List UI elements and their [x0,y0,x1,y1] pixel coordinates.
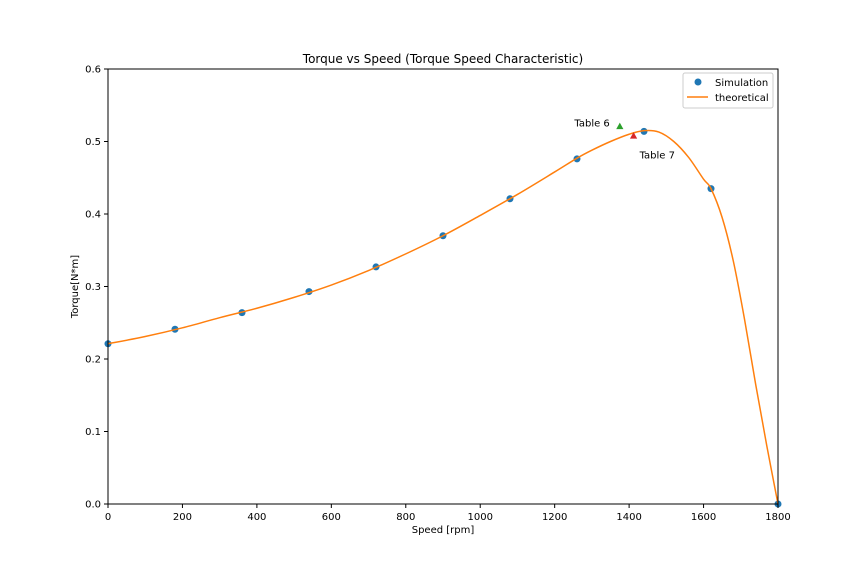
plot-series: Table 6 Table 7 [104,118,782,508]
table-marker-label: Table 7 [639,151,675,162]
x-tick-label: 0 [105,512,111,523]
chart-title: Torque vs Speed (Torque Speed Characteri… [302,52,583,66]
y-tick-label: 0.4 [85,210,101,221]
y-tick-label: 0.1 [85,427,101,438]
y-axis-label: Torque[N*m] [70,255,81,319]
y-tick-label: 0.6 [85,65,101,76]
table-marker [629,132,638,139]
x-tick-label: 600 [322,512,341,523]
x-tick-label: 1600 [691,512,716,523]
table-marker [616,122,624,130]
legend-simulation-label: Simulation [715,78,768,89]
x-tick-label: 800 [396,512,415,523]
x-axis-label: Speed [rpm] [412,525,475,536]
x-tick-label: 1400 [616,512,641,523]
y-tick-label: 0.0 [85,500,101,511]
x-tick-label: 1200 [542,512,567,523]
x-tick-label: 400 [247,512,266,523]
y-tick-label: 0.3 [85,282,101,293]
x-tick-label: 200 [173,512,192,523]
x-axis-ticks: 0 200 400 600 800 1000 1200 1400 1600 1800 [105,504,791,523]
legend-box [682,72,774,109]
legend-simulation-marker [694,78,702,86]
y-tick-label: 0.2 [85,355,101,366]
y-axis-ticks: 0.0 0.1 0.2 0.3 0.4 0.5 0.6 [85,65,108,511]
theoretical-line [107,129,779,505]
x-tick-label: 1800 [765,512,790,523]
y-tick-label: 0.5 [85,137,101,148]
table-marker-label: Table 6 [573,118,609,129]
legend-theoretical-label: theoretical [715,93,769,104]
legend: Simulation theoretical [682,72,774,109]
x-tick-label: 1000 [467,512,492,523]
